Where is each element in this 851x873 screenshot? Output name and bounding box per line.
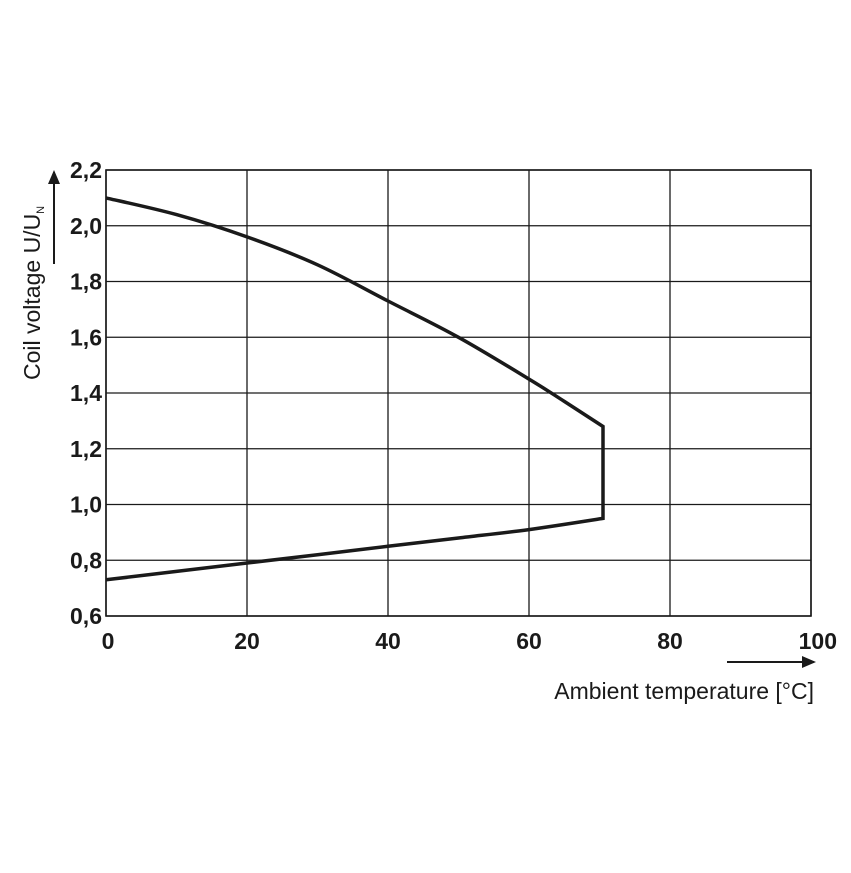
y-tick-label: 1,0	[70, 492, 102, 518]
y-tick-label: 2,0	[70, 213, 102, 239]
x-tick-label: 20	[234, 628, 260, 654]
x-tick-label: 80	[657, 628, 683, 654]
grid	[105, 169, 812, 617]
y-tick-label: 0,8	[70, 547, 102, 573]
y-tick-label: 1,6	[70, 324, 102, 350]
x-tick-label: 100	[799, 628, 837, 654]
y-axis-label: Coil voltage U/UN	[19, 206, 47, 380]
tick-labels: 0 20 40 60 80 100 0,6 0,8 1,0 1,2 1,4 1,6 1,8 2,0 2,2	[70, 157, 837, 654]
y-tick-label: 1,2	[70, 436, 102, 462]
y-axis-label-group: Coil voltage U/UN	[19, 206, 47, 380]
y-axis-label-subscript: N	[35, 206, 47, 214]
y-tick-label: 1,4	[70, 380, 102, 406]
x-tick-label: 60	[516, 628, 542, 654]
series-line	[105, 196, 605, 582]
y-axis-label-main: Coil voltage U/U	[19, 214, 45, 380]
x-tick-label: 0	[102, 628, 115, 654]
y-tick-label: 1,8	[70, 269, 102, 295]
x-axis-label: Ambient temperature [°C]	[554, 678, 814, 704]
x-tick-label: 40	[375, 628, 401, 654]
y-tick-label: 2,2	[70, 157, 102, 183]
series-layer	[105, 196, 605, 582]
y-tick-label: 0,6	[70, 603, 102, 629]
plot-border	[105, 169, 812, 617]
